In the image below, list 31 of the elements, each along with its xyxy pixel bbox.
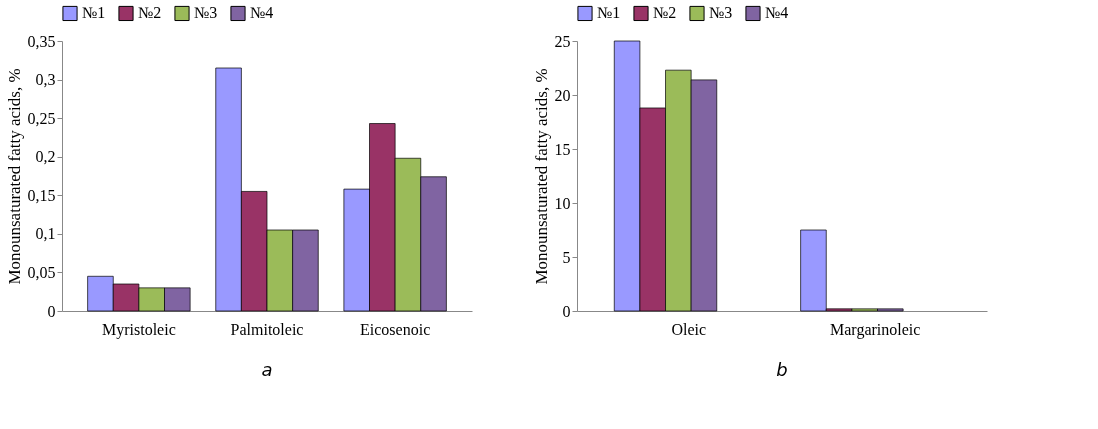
- y-tick-label: 0,2: [35, 148, 56, 166]
- y-tick-label: 5: [562, 248, 571, 266]
- legend-label: №2: [653, 4, 677, 22]
- legend-label: №3: [709, 4, 733, 22]
- y-tick-label: 0,15: [27, 186, 56, 204]
- x-tick-label: Eicosenoic: [360, 320, 431, 338]
- y-tick-label: 0: [562, 302, 571, 320]
- x-tick-label: Myristoleic: [101, 320, 176, 339]
- text: b: [776, 359, 788, 380]
- y-tick-label: 0: [47, 302, 56, 320]
- legend-label: №4: [765, 4, 789, 22]
- legend-label: №1: [597, 4, 621, 22]
- y-tick-label: 0,1: [35, 225, 56, 243]
- legend-label: №1: [82, 4, 106, 22]
- x-tick-label: Oleic: [671, 320, 707, 338]
- y-tick-label: 20: [554, 86, 571, 104]
- y-axis-title: Monounsaturated fatty acids, %: [4, 68, 24, 285]
- legend-label: №3: [194, 4, 218, 22]
- legend-label: №2: [138, 4, 162, 22]
- y-tick-label: 25: [554, 32, 571, 50]
- x-tick-label: Palmitoleic: [230, 320, 304, 338]
- y-tick-label: 0,25: [27, 109, 56, 127]
- y-axis-title: Monounsaturated fatty acids, %: [531, 68, 551, 285]
- y-tick-label: 0,35: [27, 32, 56, 50]
- text: a: [261, 359, 273, 380]
- x-tick-label: Margarinoleic: [830, 320, 921, 339]
- legend-label: №4: [250, 4, 274, 22]
- y-tick-label: 15: [554, 140, 571, 158]
- y-tick-label: 0,3: [35, 71, 56, 89]
- y-tick-label: 10: [554, 194, 571, 212]
- y-tick-label: 0,05: [27, 263, 56, 281]
